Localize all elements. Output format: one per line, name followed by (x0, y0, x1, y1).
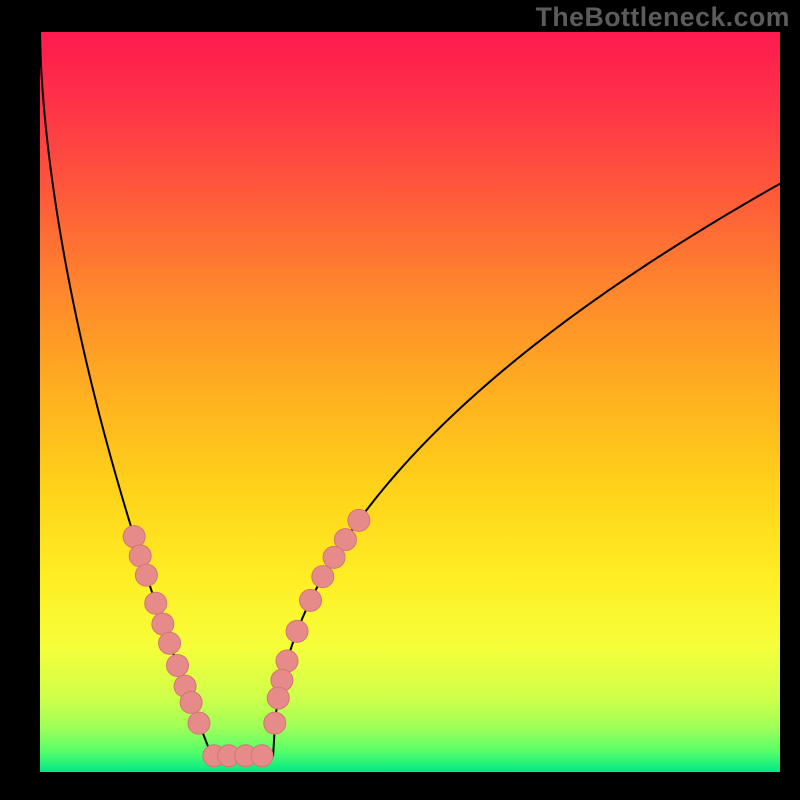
data-dot (180, 691, 202, 713)
data-dot (152, 613, 174, 635)
data-dot (267, 687, 289, 709)
data-dot (323, 546, 345, 568)
data-dot (264, 712, 286, 734)
data-dot (300, 589, 322, 611)
chart-svg (0, 0, 800, 800)
data-dot (129, 545, 151, 567)
data-dot (123, 526, 145, 548)
data-dot (135, 564, 157, 586)
data-dot (145, 592, 167, 614)
data-dot (251, 745, 273, 767)
data-dot (276, 650, 298, 672)
plot-area (40, 32, 780, 772)
data-dot (286, 620, 308, 642)
data-dot (188, 712, 210, 734)
chart-stage: TheBottleneck.com (0, 0, 800, 800)
data-dot (166, 654, 188, 676)
data-dot (312, 566, 334, 588)
watermark-text: TheBottleneck.com (536, 2, 790, 33)
data-dot (348, 509, 370, 531)
data-dot (159, 632, 181, 654)
